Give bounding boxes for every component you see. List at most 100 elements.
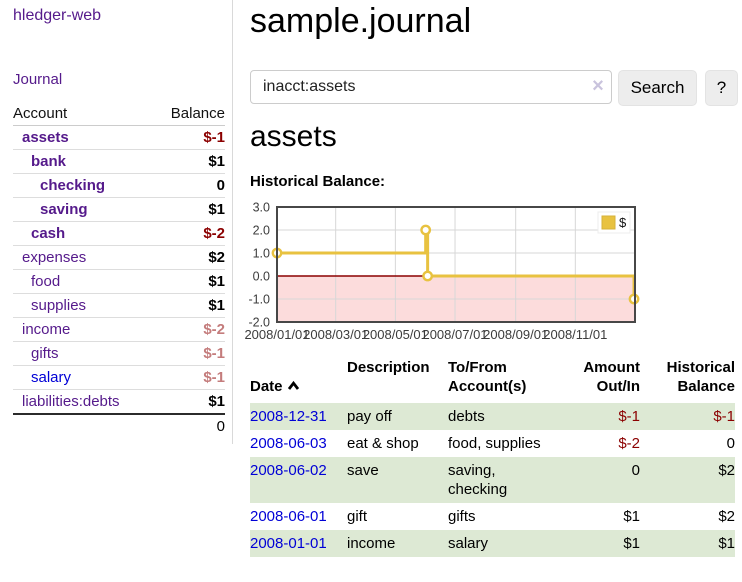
y-tick-label: -1.0 bbox=[248, 293, 270, 307]
search-form: × Search ? bbox=[250, 70, 742, 106]
transaction-description: save bbox=[347, 462, 379, 479]
transaction-description: gift bbox=[347, 508, 368, 525]
x-tick-label: 2008/07/01 bbox=[422, 327, 487, 342]
transaction-description: income bbox=[347, 535, 396, 552]
transaction-description: eat & shop bbox=[347, 435, 419, 452]
account-row: checking 0 bbox=[13, 174, 225, 198]
register-row: 2008-12-31 pay off debts $-1 $-1 bbox=[250, 403, 735, 430]
account-link-income[interactable]: income bbox=[22, 321, 71, 338]
transaction-balance: 0 bbox=[726, 435, 735, 452]
account-row: salary $-1 bbox=[13, 366, 225, 390]
page-title: sample.journal bbox=[250, 2, 472, 40]
accounts-total-value: 0 bbox=[216, 417, 225, 435]
account-balance: $1 bbox=[208, 153, 225, 170]
x-tick-label: 2008/11/01 bbox=[543, 327, 607, 342]
balance-column-header: Historical Balance bbox=[666, 359, 735, 395]
account-link-food[interactable]: food bbox=[31, 273, 61, 290]
register-row: 2008-06-03 eat & shop food, supplies $-2… bbox=[250, 430, 735, 457]
transaction-amount: $1 bbox=[623, 508, 640, 525]
account-link-expenses[interactable]: expenses bbox=[22, 249, 87, 266]
y-tick-label: 0.0 bbox=[253, 270, 270, 284]
account-link-assets[interactable]: assets bbox=[22, 129, 69, 146]
legend-swatch bbox=[601, 215, 616, 230]
account-balance: $-2 bbox=[203, 225, 225, 242]
transaction-balance: $2 bbox=[718, 508, 735, 525]
account-balance: $1 bbox=[208, 297, 225, 314]
account-balance: $2 bbox=[208, 249, 225, 266]
transaction-date-link[interactable]: 2008-06-01 bbox=[250, 508, 327, 525]
account-balance: 0 bbox=[216, 177, 225, 194]
date-header-label: Date bbox=[250, 378, 283, 395]
balance-chart: $3.0 2.0 1.0 0.0 -1.0 -2.02008/01/012008/03/0… bbox=[244, 201, 640, 342]
accounts-table: Account Balance assets $-1 bank $1 check… bbox=[13, 101, 225, 437]
amount-column-header: Amount Out/In bbox=[583, 359, 640, 395]
transaction-date-link[interactable]: 2008-12-31 bbox=[250, 408, 327, 425]
data-point-marker bbox=[422, 270, 434, 282]
transaction-amount: 0 bbox=[631, 462, 640, 479]
chart-title: Historical Balance: bbox=[250, 173, 386, 190]
register-row: 2008-06-02 save saving, checking 0 $2 bbox=[250, 457, 735, 503]
account-row: cash $-2 bbox=[13, 222, 225, 246]
search-input[interactable] bbox=[250, 70, 612, 104]
account-balance: $1 bbox=[208, 393, 225, 410]
account-row: bank $1 bbox=[13, 150, 225, 174]
account-balance: $-1 bbox=[203, 369, 225, 386]
y-tick-label: 1.0 bbox=[253, 247, 270, 261]
search-button[interactable]: Search bbox=[618, 70, 697, 106]
transaction-date-link[interactable]: 2008-06-03 bbox=[250, 435, 327, 452]
account-balance: $-1 bbox=[203, 345, 225, 362]
account-row: gifts $-1 bbox=[13, 342, 225, 366]
register-header-row: Date Description To/From Account(s) Amou… bbox=[250, 358, 735, 403]
transaction-balance: $1 bbox=[718, 535, 735, 552]
account-link-gifts[interactable]: gifts bbox=[31, 345, 59, 362]
account-row: liabilities:debts $1 bbox=[13, 390, 225, 414]
account-link-liabilities-debts[interactable]: liabilities:debts bbox=[22, 393, 120, 410]
accounts-total-row: 0 bbox=[13, 413, 225, 437]
description-column-header: Description bbox=[347, 359, 430, 376]
transaction-accounts: food, supplies bbox=[448, 435, 541, 452]
account-row: supplies $1 bbox=[13, 294, 225, 318]
account-row: expenses $2 bbox=[13, 246, 225, 270]
x-tick-label: 2008/05/01 bbox=[363, 327, 428, 342]
accounts-column-header: To/From Account(s) bbox=[448, 359, 527, 395]
register-row: 2008-06-01 gift gifts $1 $2 bbox=[250, 503, 735, 530]
sidebar: hledger-web Journal Account Balance asse… bbox=[0, 0, 233, 444]
account-column-header: Account bbox=[13, 104, 68, 122]
sidebar-item-journal[interactable]: Journal bbox=[13, 71, 63, 88]
transaction-description: pay off bbox=[347, 408, 392, 425]
y-tick-label: 2.0 bbox=[253, 224, 270, 238]
plot-border bbox=[276, 206, 636, 323]
account-row: income $-2 bbox=[13, 318, 225, 342]
account-link-supplies[interactable]: supplies bbox=[31, 297, 87, 314]
x-tick-label: 2008/09/01 bbox=[483, 327, 548, 342]
account-link-salary[interactable]: salary bbox=[31, 369, 72, 386]
legend-label: $ bbox=[619, 215, 627, 230]
account-balance: $-1 bbox=[203, 129, 225, 146]
data-point-marker bbox=[420, 224, 432, 236]
transaction-date-link[interactable]: 2008-01-01 bbox=[250, 535, 327, 552]
app-title-link[interactable]: hledger-web bbox=[13, 7, 102, 24]
transaction-accounts: debts bbox=[448, 408, 485, 425]
accounts-table-header: Account Balance bbox=[13, 101, 225, 126]
transaction-date-link[interactable]: 2008-06-02 bbox=[250, 462, 327, 479]
transaction-balance: $-1 bbox=[713, 408, 735, 425]
account-row: saving $1 bbox=[13, 198, 225, 222]
help-button[interactable]: ? bbox=[705, 70, 738, 106]
account-link-cash[interactable]: cash bbox=[31, 225, 66, 242]
transaction-amount: $-1 bbox=[618, 408, 640, 425]
account-balance: $-2 bbox=[203, 321, 225, 338]
transaction-balance: $2 bbox=[718, 462, 735, 479]
account-link-checking[interactable]: checking bbox=[40, 177, 106, 194]
account-link-bank[interactable]: bank bbox=[31, 153, 67, 170]
main-content: sample.journal × Search ? assets Histori… bbox=[244, 0, 742, 582]
transaction-accounts: salary bbox=[448, 535, 489, 552]
account-link-saving[interactable]: saving bbox=[40, 201, 88, 218]
transaction-amount: $-2 bbox=[618, 435, 640, 452]
x-tick-label: 2008/03/01 bbox=[303, 327, 368, 342]
date-column-header[interactable]: Date bbox=[250, 358, 347, 403]
register-table: Date Description To/From Account(s) Amou… bbox=[250, 358, 735, 557]
transaction-accounts: saving, checking bbox=[448, 462, 508, 498]
account-heading: assets bbox=[250, 120, 337, 153]
account-balance: $1 bbox=[208, 273, 225, 290]
clear-search-icon[interactable]: × bbox=[592, 75, 604, 97]
